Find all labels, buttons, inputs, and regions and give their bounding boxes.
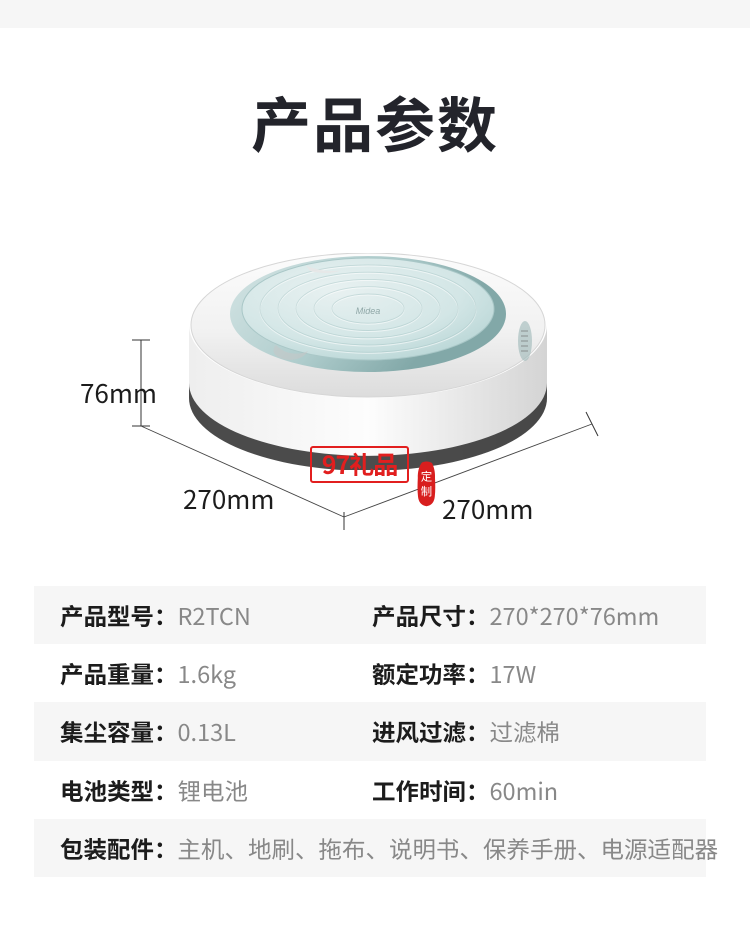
svg-text:制: 制	[421, 484, 433, 500]
svg-text:定: 定	[421, 469, 433, 485]
